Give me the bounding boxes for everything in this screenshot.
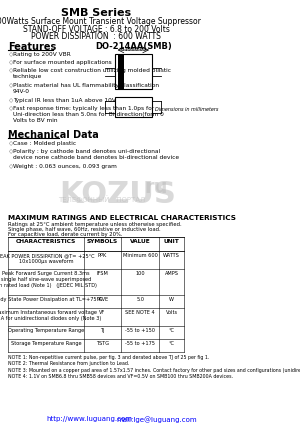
Text: °C: °C (169, 328, 175, 333)
Text: MAXIMUM RATINGS AND ELECTRICAL CHARACTERISTICS: MAXIMUM RATINGS AND ELECTRICAL CHARACTER… (8, 215, 236, 221)
Text: Storage Temperature Range: Storage Temperature Range (11, 341, 81, 346)
Text: ◇: ◇ (9, 83, 14, 88)
Text: ◇: ◇ (9, 141, 14, 146)
Text: SEE NOTE 4: SEE NOTE 4 (125, 310, 155, 315)
Text: NOTE 1: Non-repetitive current pulse, per fig. 3 and derated above TJ of 25 per : NOTE 1: Non-repetitive current pulse, pe… (8, 355, 209, 360)
Text: -55 to +175: -55 to +175 (125, 341, 155, 346)
Text: Ratings at 25°C ambient temperature unless otherwise specified.: Ratings at 25°C ambient temperature unle… (8, 222, 182, 227)
Text: SMB Series: SMB Series (61, 8, 131, 18)
Text: W: W (169, 297, 174, 302)
Text: PPK: PPK (98, 253, 107, 258)
Text: Typical IR less than 1uA above 10V: Typical IR less than 1uA above 10V (13, 98, 116, 103)
Text: PAVE: PAVE (96, 297, 108, 302)
Text: Peak Forward Surge Current 8.3ms
single half sine-wave superimposed
on rated loa: Peak Forward Surge Current 8.3ms single … (0, 271, 96, 288)
Text: WATTS: WATTS (163, 253, 180, 258)
Text: 600Watts Surface Mount Transient Voltage Suppressor: 600Watts Surface Mount Transient Voltage… (0, 17, 201, 26)
Text: Mechanical Data: Mechanical Data (8, 130, 99, 140)
Text: NOTE 4: 1.1V on SMB6.8 thru SMB58 devices and VF=0.5V on SMB100 thru SMB200A dev: NOTE 4: 1.1V on SMB6.8 thru SMB58 device… (8, 374, 233, 380)
Text: TJ: TJ (100, 328, 105, 333)
Text: 0.13±0.05: 0.13±0.05 (120, 47, 146, 52)
Text: Plastic material has UL flammability classification
94V-0: Plastic material has UL flammability cla… (13, 83, 159, 94)
Text: Fast response time: typically less than 1.0ps for
Uni-direction less than 5.0ns : Fast response time: typically less than … (13, 106, 164, 122)
Text: 5.0: 5.0 (136, 297, 144, 302)
Bar (115, 97, 152, 117)
Text: SYMBOLS: SYMBOLS (87, 239, 118, 244)
Text: NOTE 3: Mounted on a copper pad area of 1.57x1.57 inches. Contact factory for ot: NOTE 3: Mounted on a copper pad area of … (8, 368, 300, 373)
Text: NOTE 2: Thermal Resistance from junction to Lead.: NOTE 2: Thermal Resistance from junction… (8, 362, 130, 366)
Text: ◇: ◇ (9, 98, 14, 103)
Text: ◇: ◇ (9, 68, 14, 73)
Bar (115, 54, 152, 89)
Text: DO-214AA(SMB): DO-214AA(SMB) (95, 42, 172, 51)
Text: VALUE: VALUE (130, 239, 151, 244)
Text: Dimensions in millimeters: Dimensions in millimeters (155, 107, 218, 112)
Text: ◇: ◇ (9, 52, 14, 57)
Text: PEAK POWER DISSIPATION @T= +25°C
10x1000μs waveform: PEAK POWER DISSIPATION @T= +25°C 10x1000… (0, 253, 95, 264)
Text: Steady State Power Dissipation at TL=+75°C: Steady State Power Dissipation at TL=+75… (0, 297, 103, 302)
Text: TSTG: TSTG (96, 341, 109, 346)
Text: Minimum 600: Minimum 600 (123, 253, 158, 258)
Text: -55 to +150: -55 to +150 (125, 328, 155, 333)
Text: KOZUS: KOZUS (59, 180, 176, 209)
Text: ◇: ◇ (9, 60, 14, 65)
Text: Single phase, half wave, 60Hz, resistive or inductive load.: Single phase, half wave, 60Hz, resistive… (8, 227, 161, 232)
Bar (118, 54, 124, 89)
Text: 100: 100 (135, 271, 145, 276)
Text: Features: Features (8, 42, 56, 52)
Text: Weight : 0.063 ounces, 0.093 gram: Weight : 0.063 ounces, 0.093 gram (13, 164, 117, 169)
Text: ru: ru (144, 178, 168, 197)
Text: Rating to 200V VBR: Rating to 200V VBR (13, 52, 71, 57)
Text: ◇: ◇ (9, 164, 14, 169)
Text: Reliable low cost construction utilizing molded plastic
technique: Reliable low cost construction utilizing… (13, 68, 171, 79)
Text: CHARACTERISTICS: CHARACTERISTICS (16, 239, 76, 244)
Text: °C: °C (169, 341, 175, 346)
Text: ◇: ◇ (9, 106, 14, 111)
Text: STAND-OFF VOLTAGE : 6.8 to 200 Volts: STAND-OFF VOLTAGE : 6.8 to 200 Volts (23, 25, 170, 34)
Text: Case : Molded plastic: Case : Molded plastic (13, 141, 76, 146)
Text: ◇: ◇ (9, 149, 14, 154)
Text: UNIT: UNIT (164, 239, 180, 244)
Text: Polarity : by cathode band denotes uni-directional
device none cathode band deno: Polarity : by cathode band denotes uni-d… (13, 149, 179, 160)
Text: AMPS: AMPS (165, 271, 179, 276)
Text: Operating Temperature Range: Operating Temperature Range (8, 328, 84, 333)
Text: For surface mounted applications: For surface mounted applications (13, 60, 112, 65)
Text: mail:lge@luguang.com: mail:lge@luguang.com (117, 416, 197, 423)
Text: Volts: Volts (166, 310, 178, 315)
Text: http://www.luguang.com: http://www.luguang.com (46, 416, 133, 422)
Text: POWER DISSIPATION  : 600 WATTS: POWER DISSIPATION : 600 WATTS (31, 32, 161, 41)
Text: IFSM: IFSM (96, 271, 108, 276)
Text: ТЕЛЕФОННЫЙ   ПОРТАЛ: ТЕЛЕФОННЫЙ ПОРТАЛ (58, 196, 145, 203)
Text: For capacitive load, derate current by 20%.: For capacitive load, derate current by 2… (8, 232, 123, 237)
Text: Maximum Instantaneous forward voltage
at 1A for unidirectional diodes only (Note: Maximum Instantaneous forward voltage at… (0, 310, 101, 321)
Text: VF: VF (99, 310, 106, 315)
